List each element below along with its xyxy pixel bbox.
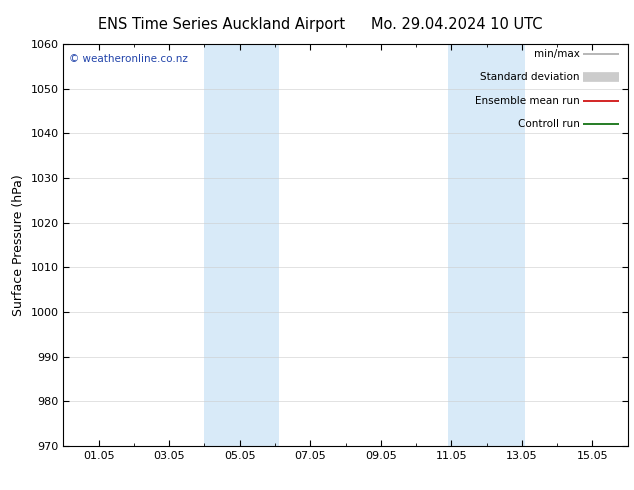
Bar — [204, 44, 278, 446]
Y-axis label: Surface Pressure (hPa): Surface Pressure (hPa) — [12, 174, 25, 316]
Text: Controll run: Controll run — [518, 119, 579, 129]
Text: min/max: min/max — [534, 49, 579, 59]
Text: ENS Time Series Auckland Airport: ENS Time Series Auckland Airport — [98, 17, 346, 32]
Text: Ensemble mean run: Ensemble mean run — [475, 96, 579, 106]
Text: Mo. 29.04.2024 10 UTC: Mo. 29.04.2024 10 UTC — [371, 17, 542, 32]
Bar — [448, 44, 526, 446]
Text: Standard deviation: Standard deviation — [480, 73, 579, 82]
Text: © weatheronline.co.nz: © weatheronline.co.nz — [69, 54, 188, 64]
